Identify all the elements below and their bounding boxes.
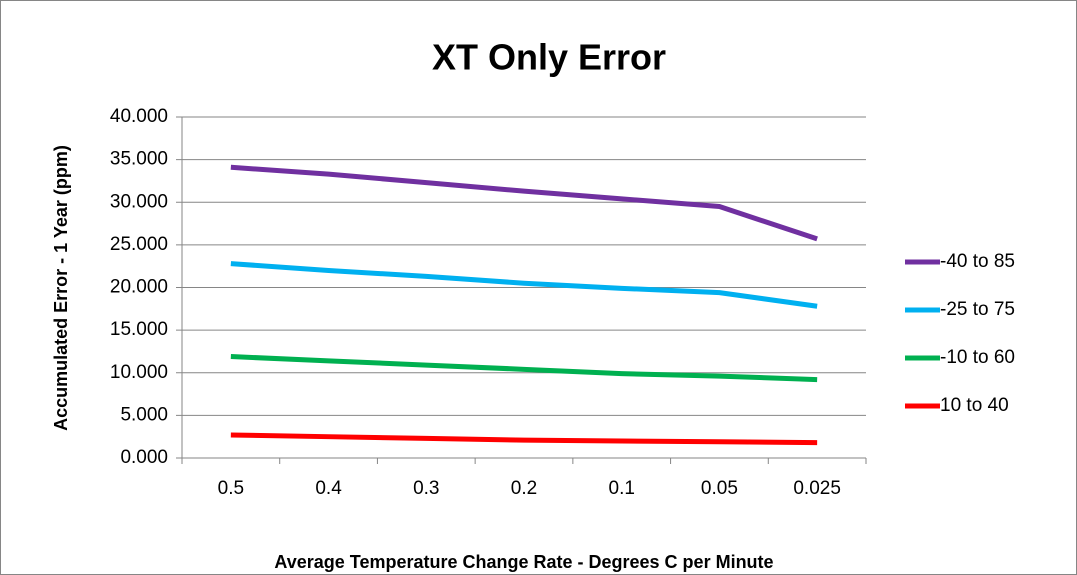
x-tick-label: 0.5 [218, 478, 244, 499]
x-tick-label: 0.025 [793, 478, 841, 499]
y-tick-label: 0.000 [120, 447, 168, 468]
series-line [230, 432, 818, 446]
series-line [230, 164, 818, 242]
x-tick-label: 0.1 [609, 478, 635, 499]
y-tick-label: 25.000 [110, 234, 168, 255]
legend-label: -25 to 75 [940, 299, 1015, 320]
x-tick-label: 0.3 [413, 478, 439, 499]
chart-title: XT Only Error [432, 37, 666, 78]
series-line [230, 354, 818, 383]
y-tick-label: 30.000 [110, 191, 168, 212]
y-tick-label: 15.000 [110, 319, 168, 340]
y-tick-label: 40.000 [110, 106, 168, 127]
x-tick-label: 0.4 [315, 478, 342, 499]
x-tick-label: 0.2 [511, 478, 537, 499]
legend-label: -40 to 85 [940, 251, 1015, 272]
y-tick-label: 35.000 [110, 149, 168, 170]
x-tick-label: 0.05 [701, 478, 738, 499]
legend-label: 10 to 40 [940, 395, 1009, 416]
x-axis-label: Average Temperature Change Rate - Degree… [274, 552, 773, 572]
legend-label: -10 to 60 [940, 347, 1015, 368]
y-tick-label: 20.000 [110, 277, 168, 298]
series-line [230, 261, 818, 309]
y-tick-label: 5.000 [120, 404, 168, 425]
y-tick-label: 10.000 [110, 362, 168, 383]
y-axis-label: Accumulated Error - 1 Year (ppm) [51, 145, 71, 431]
